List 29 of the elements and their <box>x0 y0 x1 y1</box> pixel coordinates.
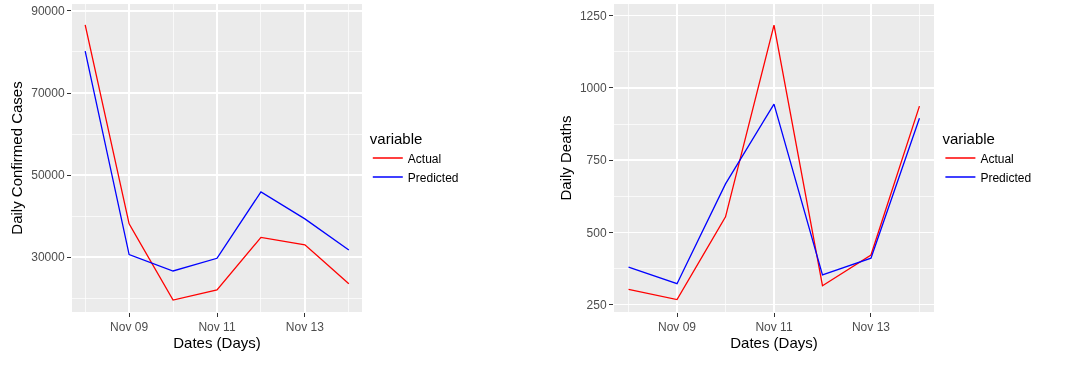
line-series <box>627 103 921 285</box>
x-tick-label: Nov 11 <box>755 320 793 335</box>
line-series <box>84 50 350 272</box>
x-tick-label: Nov 13 <box>851 320 891 335</box>
y-tick-label: 30000 <box>31 250 65 265</box>
legend-label: Actual <box>407 151 442 166</box>
legend-label: Predicted <box>980 170 1032 185</box>
y-tick-label: 90000 <box>31 4 65 19</box>
y-tick-label: 50000 <box>31 168 65 183</box>
y-tick-label: 70000 <box>31 86 65 101</box>
x-tick-label: Nov 09 <box>658 320 697 335</box>
y-tick-label: 1250 <box>579 8 607 23</box>
x-axis-title: Dates (Days) <box>173 334 261 352</box>
y-tick-label: 750 <box>586 153 607 168</box>
x-tick-label: Nov 09 <box>110 320 149 335</box>
legend-title: variable <box>369 129 423 147</box>
x-tick-label: Nov 11 <box>198 320 236 335</box>
line-series <box>627 24 921 301</box>
y-tick-label: 1000 <box>579 81 607 96</box>
y-tick-label: 250 <box>586 297 607 312</box>
y-axis-title: Daily Deaths <box>557 115 575 201</box>
legend-title: variable <box>942 129 995 147</box>
y-axis-title: Daily Confirmed Cases <box>8 81 26 235</box>
line-series <box>84 24 350 301</box>
legend-label: Actual <box>980 151 1014 166</box>
legend-label: Predicted <box>407 170 459 185</box>
x-tick-label: Nov 13 <box>285 320 325 335</box>
x-axis-title: Dates (Days) <box>730 334 818 352</box>
y-tick-label: 500 <box>586 225 607 240</box>
